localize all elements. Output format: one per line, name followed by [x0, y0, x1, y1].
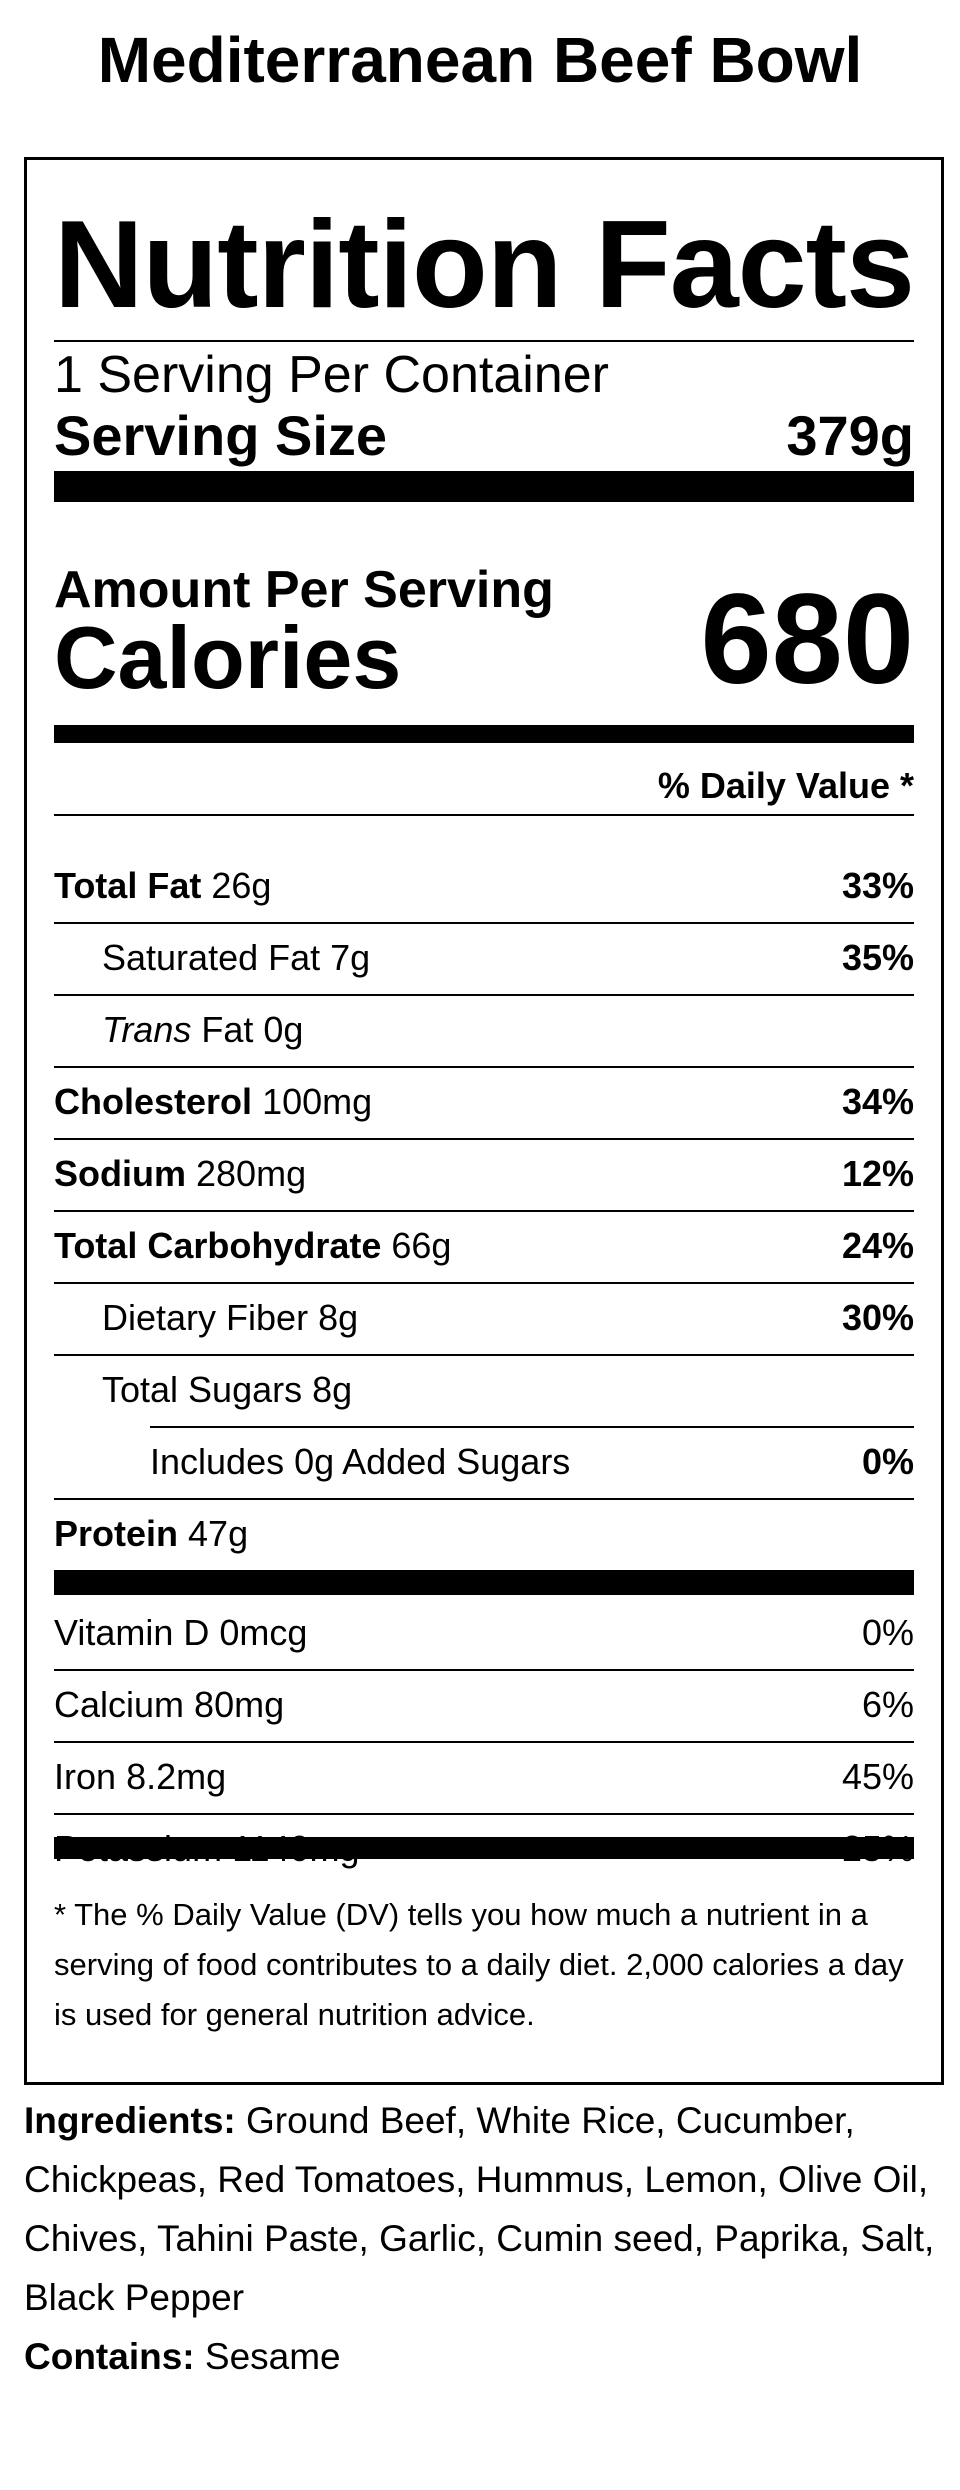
divider: [54, 1498, 914, 1500]
nutrient-amount: 47g: [188, 1513, 249, 1554]
nutrient-row-dietary-fiber: Dietary Fiber 8g 30%: [54, 1282, 914, 1354]
nutrient-amount: 280mg: [196, 1153, 307, 1194]
nutrient-row-trans-fat: Trans Fat 0g: [54, 994, 914, 1066]
nutrient-amount: 8g: [318, 1297, 359, 1338]
nutrient-label: Total Sugars: [102, 1369, 303, 1410]
divider: [54, 340, 914, 342]
divider: [54, 1138, 914, 1140]
nutrient-row-protein: Protein 47g: [54, 1498, 914, 1570]
nutrient-label: Protein: [54, 1513, 179, 1554]
serving-size-row: Serving Size 379g: [54, 405, 914, 467]
vitamin-dv: 45%: [841, 1756, 914, 1797]
medium-divider: [54, 1837, 914, 1859]
nutrient-dv: 35%: [841, 937, 914, 978]
vitamin-row-calcium: Calcium 80mg 6%: [54, 1669, 914, 1741]
serving-size-value: 379g: [786, 404, 914, 467]
divider: [54, 1741, 914, 1743]
nutrient-amount: 7g: [330, 937, 371, 978]
divider: [150, 1426, 914, 1428]
nutrient-row-total-carbohydrate: Total Carbohydrate 66g 24%: [54, 1210, 914, 1282]
nutrient-row-total-sugars: Total Sugars 8g: [54, 1354, 914, 1426]
nutrient-label: Trans: [102, 1009, 192, 1050]
contains-text: Sesame: [204, 2336, 341, 2377]
nutrient-amount: 26g: [211, 865, 272, 906]
nutrient-row-total-fat: Total Fat 26g 33%: [54, 850, 914, 922]
servings-per-container: 1 Serving Per Container: [54, 346, 609, 404]
vitamin-dv: 6%: [861, 1684, 914, 1725]
vitamin-row-iron: Iron 8.2mg 45%: [54, 1741, 914, 1813]
vitamin-row-vitamin-d: Vitamin D 0mcg 0%: [54, 1597, 914, 1669]
nutrient-row-added-sugars: Includes 0g Added Sugars 0%: [54, 1426, 914, 1498]
divider: [54, 922, 914, 924]
divider: [54, 1813, 914, 1815]
nutrient-label: Sodium: [54, 1153, 186, 1194]
divider: [54, 814, 914, 816]
nutrient-label: Total Carbohydrate: [54, 1225, 382, 1266]
vitamin-label: Iron: [54, 1756, 117, 1797]
nutrition-label: Nutrition Facts 1 Serving Per Container …: [24, 157, 944, 2085]
nutrient-row-cholesterol: Cholesterol 100mg 34%: [54, 1066, 914, 1138]
divider: [54, 1354, 914, 1356]
allergen-statement: Contains: Sesame: [24, 2327, 936, 2386]
medium-divider: [54, 725, 914, 743]
nutrient-label-rest: Fat: [201, 1009, 254, 1050]
nutrient-dv: 24%: [841, 1225, 914, 1266]
daily-value-header: % Daily Value *: [657, 765, 914, 806]
nutrient-label: Dietary Fiber: [102, 1297, 309, 1338]
nutrient-dv: 34%: [841, 1081, 914, 1122]
nutrient-amount: 8g: [312, 1369, 353, 1410]
divider: [54, 1669, 914, 1671]
nutrient-label: Saturated Fat: [102, 937, 321, 978]
divider: [54, 1066, 914, 1068]
nutrient-dv: 12%: [841, 1153, 914, 1194]
nutrient-amount: 66g: [391, 1225, 452, 1266]
nutrient-amount: 100mg: [262, 1081, 373, 1122]
thick-divider: [54, 1570, 914, 1595]
serving-size-label: Serving Size: [54, 404, 388, 467]
vitamin-label: Calcium: [54, 1684, 185, 1725]
calories-value: 680: [700, 568, 914, 711]
nutrient-dv: 33%: [841, 865, 914, 906]
product-title: Mediterranean Beef Bowl: [97, 24, 863, 96]
nutrient-row-sodium: Sodium 280mg 12%: [54, 1138, 914, 1210]
calories-label: Calories: [54, 608, 402, 707]
nutrient-dv: 0%: [861, 1441, 914, 1482]
vitamin-amount: 0mcg: [219, 1612, 308, 1653]
nutrient-amount: 0g: [263, 1009, 304, 1050]
nutrient-label: Includes 0g Added Sugars: [150, 1441, 571, 1482]
ingredients-statement: Ingredients: Ground Beef, White Rice, Cu…: [24, 2091, 936, 2327]
thick-divider: [54, 471, 914, 502]
ingredients-label: Ingredients:: [24, 2100, 236, 2141]
contains-label: Contains:: [24, 2336, 195, 2377]
divider: [54, 994, 914, 996]
vitamin-amount: 80mg: [194, 1684, 285, 1725]
nutrient-row-saturated-fat: Saturated Fat 7g 35%: [54, 922, 914, 994]
vitamin-dv: 0%: [861, 1612, 914, 1653]
vitamin-amount: 8.2mg: [126, 1756, 227, 1797]
vitamin-label: Vitamin D: [54, 1612, 210, 1653]
ingredients-text: Ground Beef, White Rice, Cucumber, Chick…: [24, 2100, 935, 2318]
divider: [54, 1282, 914, 1284]
nutrient-label: Total Fat: [54, 865, 202, 906]
nutrient-label: Cholesterol: [54, 1081, 253, 1122]
amount-per-serving: Amount Per Serving: [54, 561, 554, 619]
nutrition-facts-heading: Nutrition Facts: [54, 196, 915, 334]
divider: [54, 1210, 914, 1212]
daily-value-footnote: * The % Daily Value (DV) tells you how m…: [54, 1897, 904, 2032]
nutrient-dv: 30%: [841, 1297, 914, 1338]
